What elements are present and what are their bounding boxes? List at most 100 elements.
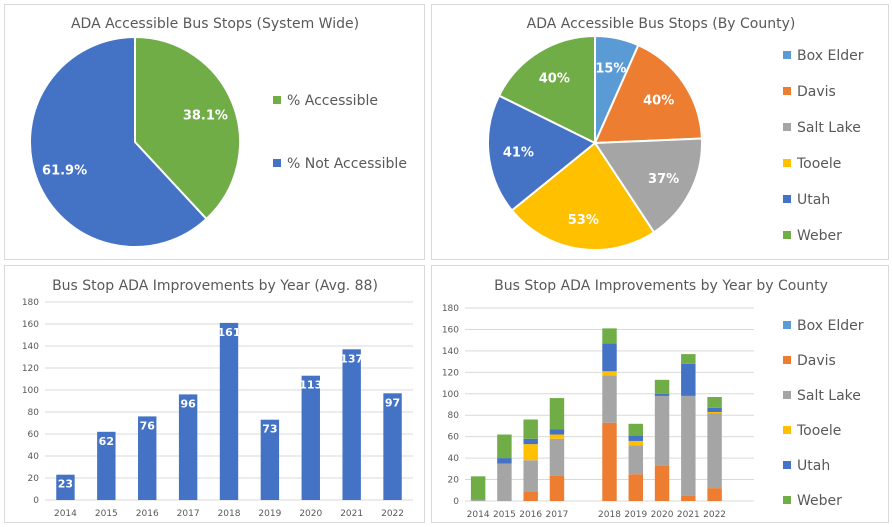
y-tick-label: 120 <box>22 364 39 374</box>
legend-label-salt-lake: Salt Lake <box>797 388 861 404</box>
legend-swatch-weber <box>783 496 791 504</box>
y-tick-label: 20 <box>448 476 460 486</box>
bar-segment-weber-2021 <box>681 354 696 364</box>
bar-segment-utah-2018 <box>602 343 617 372</box>
bar-segment-salt-lake-2021 <box>681 395 696 496</box>
chart-title: Bus Stop ADA Improvements by Year (Avg. … <box>52 278 378 294</box>
bar-2020 <box>301 375 320 500</box>
chart-title: ADA Accessible Bus Stops (By County) <box>527 16 796 32</box>
bar-2018 <box>219 322 239 500</box>
bar-segment-utah-2015 <box>497 458 512 464</box>
bar-segment-salt-lake-2016 <box>523 460 538 492</box>
x-tick-label: 2020 <box>651 510 674 520</box>
bar-segment-davis-2016 <box>523 491 538 501</box>
y-tick-label: 80 <box>28 408 40 418</box>
bar-segment-utah-2017 <box>549 429 565 435</box>
yearly-bar-panel: Bus Stop ADA Improvements by Year (Avg. … <box>4 265 425 523</box>
bar-segment-davis-2022 <box>707 488 722 501</box>
legend-swatch-salt-lake <box>783 391 791 399</box>
chart-title: ADA Accessible Bus Stops (System Wide) <box>71 16 359 32</box>
y-tick-label: 0 <box>453 497 459 507</box>
legend-swatch-utah <box>783 461 791 469</box>
yearly-bar-chart: Bus Stop ADA Improvements by Year (Avg. … <box>22 278 413 519</box>
y-tick-label: 100 <box>22 386 39 396</box>
bar-2014 <box>56 474 75 500</box>
x-tick-label: 2017 <box>546 510 569 520</box>
bar-2022 <box>383 393 402 500</box>
bar-value-label-2019: 73 <box>262 423 277 436</box>
bar-2016 <box>138 416 157 500</box>
bar-segment-salt-lake-2014 <box>470 499 486 501</box>
x-tick-label: 2017 <box>177 509 200 519</box>
legend-swatch-box-elder <box>783 321 791 329</box>
pie-slice-accessible <box>134 35 241 221</box>
bar-value-label-2015: 62 <box>99 435 114 448</box>
legend-label-tooele: Tooele <box>796 423 841 439</box>
y-tick-label: 20 <box>28 474 40 484</box>
pie-label-box-elder: 15% <box>595 62 626 77</box>
y-tick-label: 40 <box>448 454 460 464</box>
bar-segment-utah-2021 <box>681 363 696 396</box>
y-tick-label: 160 <box>22 320 39 330</box>
pie-label-accessible: 38.1% <box>183 108 228 123</box>
bar-segment-weber-2022 <box>707 396 722 408</box>
bar-2021 <box>342 349 361 500</box>
x-tick-label: 2018 <box>598 510 621 520</box>
system-wide-pie-panel: ADA Accessible Bus Stops (System Wide) 38… <box>4 4 425 260</box>
legend-label-salt-lake: Salt Lake <box>797 120 861 136</box>
legend-swatch-tooele <box>783 159 791 167</box>
legend-swatch-box-elder <box>783 51 791 59</box>
bar-2019 <box>260 419 280 500</box>
y-tick-label: 40 <box>28 452 40 462</box>
x-tick-label: 2014 <box>467 510 490 520</box>
bar-segment-weber-2014 <box>470 476 486 500</box>
bar-segment-weber-2017 <box>549 398 565 430</box>
pie-label-salt-lake: 37% <box>648 172 679 187</box>
bar-value-label-2014: 23 <box>58 478 73 491</box>
x-tick-label: 2020 <box>299 509 322 519</box>
y-tick-label: 180 <box>442 304 459 314</box>
legend-swatch-utah <box>783 195 791 203</box>
legend-swatch-davis <box>783 356 791 364</box>
legend-label-weber: Weber <box>797 228 842 244</box>
legend-swatch-accessible <box>273 96 281 104</box>
bar-value-label-2020: 113 <box>299 379 322 392</box>
chart-title: Bus Stop ADA Improvements by Year by Cou… <box>494 278 828 294</box>
pie-slice-not-accessible <box>29 35 208 248</box>
bar-segment-salt-lake-2015 <box>497 463 512 501</box>
legend-label-not-accessible: % Not Accessible <box>287 156 407 172</box>
x-tick-label: 2016 <box>136 509 159 519</box>
bar-segment-davis-2017 <box>549 475 565 501</box>
legend-label-utah: Utah <box>797 192 830 208</box>
legend-label-davis: Davis <box>797 84 836 100</box>
legend-label-davis: Davis <box>797 353 836 369</box>
pie-slice-davis <box>593 43 703 145</box>
legend-label-box-elder: Box Elder <box>797 318 864 334</box>
bar-segment-salt-lake-2020 <box>654 395 670 466</box>
x-tick-label: 2022 <box>381 509 404 519</box>
bar-segment-tooele-2022 <box>707 412 722 414</box>
pie-slice-weber <box>497 34 596 145</box>
x-tick-label: 2021 <box>340 509 363 519</box>
bar-segment-utah-2022 <box>707 407 722 413</box>
bar-segment-davis-2019 <box>628 474 643 501</box>
county-pie-panel: ADA Accessible Bus Stops (By County) 15% 4… <box>431 4 889 260</box>
bar-segment-weber-2019 <box>628 423 643 436</box>
pie-slice-salt-lake <box>593 137 703 234</box>
legend-swatch-not-accessible <box>273 159 281 167</box>
bar-segment-davis-2021 <box>681 495 696 501</box>
legend-label-box-elder: Box Elder <box>797 48 864 64</box>
bar-segment-salt-lake-2022 <box>707 413 722 489</box>
legend-label-tooele: Tooele <box>796 156 841 172</box>
pie-slice-utah <box>486 94 597 212</box>
bar-value-label-2022: 97 <box>385 396 400 409</box>
legend-label-utah: Utah <box>797 458 830 474</box>
bar-segment-salt-lake-2017 <box>549 438 565 476</box>
system-wide-pie-chart: ADA Accessible Bus Stops (System Wide) 38… <box>29 16 407 248</box>
pie-label-weber: 40% <box>539 72 570 87</box>
pie-label-tooele: 53% <box>568 213 599 228</box>
y-tick-label: 140 <box>442 347 459 357</box>
legend-swatch-weber <box>783 231 791 239</box>
x-tick-label: 2014 <box>54 509 77 519</box>
bar-segment-weber-2018 <box>602 328 617 344</box>
